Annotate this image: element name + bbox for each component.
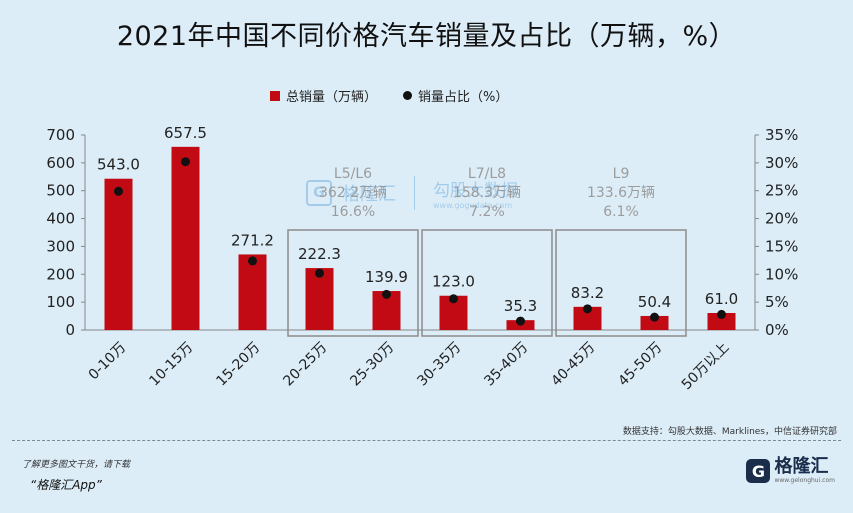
bar	[238, 254, 267, 330]
bar	[171, 146, 200, 330]
y-right-tick-label: 25%	[765, 182, 798, 200]
watermark-logo-icon: G	[306, 180, 332, 206]
legend-label-share: 销量占比（%）	[418, 90, 509, 105]
x-tick-label: 25-30万	[347, 340, 397, 390]
bar	[104, 178, 133, 330]
y-left-tick-label: 300	[46, 237, 75, 255]
bar-data-label: 123.0	[432, 273, 475, 291]
y-right-tick-label: 30%	[765, 154, 798, 172]
bar-data-label: 35.3	[504, 297, 537, 315]
y-right-tick-label: 0%	[765, 321, 789, 339]
y-right-tick-label: 5%	[765, 293, 789, 311]
legend-swatch-dot	[403, 91, 413, 100]
bar-data-label: 50.4	[638, 293, 671, 311]
group-label-line: 133.6万辆	[587, 185, 655, 201]
brand-url: www.gelonghui.com	[774, 477, 835, 484]
brand-logo-text: 格隆汇 www.gelonghui.com	[774, 458, 835, 484]
share-point	[181, 157, 190, 167]
footer-divider	[12, 440, 841, 441]
x-tick-label: 50万以上	[679, 340, 733, 394]
bar-data-label: 61.0	[705, 290, 738, 308]
y-left-tick-label: 100	[46, 293, 75, 311]
x-tick-label: 40-45万	[548, 340, 598, 390]
watermark-name: 格隆汇	[342, 184, 396, 205]
bar-data-label: 222.3	[298, 245, 341, 263]
x-tick-label: 30-35万	[414, 340, 464, 390]
share-point	[516, 316, 525, 326]
brand-logo-icon: G	[746, 459, 771, 483]
watermark-divider	[414, 176, 415, 210]
chart-legend: 总销量（万辆） 销量占比（%）	[270, 86, 508, 105]
share-point	[449, 294, 458, 304]
x-tick-label: 35-40万	[481, 340, 531, 390]
y-right-tick-label: 20%	[765, 210, 798, 228]
x-tick-label: 15-20万	[213, 340, 263, 390]
bar	[305, 268, 334, 330]
share-point	[248, 256, 257, 266]
bar	[707, 313, 736, 330]
group-label-line: L5/L6	[334, 166, 372, 182]
legend-item-sales: 总销量（万辆）	[270, 86, 377, 105]
bar-data-label: 271.2	[231, 231, 274, 249]
y-left-tick-label: 700	[46, 126, 75, 144]
promo-line-2: “格隆汇App”	[30, 478, 102, 492]
y-right-tick-label: 15%	[765, 237, 798, 255]
share-point	[650, 312, 659, 322]
promo-line-1: 了解更多图文干货，请下载	[22, 460, 131, 470]
watermark-name-2: 勾股大数据	[433, 181, 518, 201]
x-tick-label: 45-50万	[615, 340, 665, 390]
watermark-url: www.gogudata.com	[433, 201, 513, 210]
y-left-tick-label: 500	[46, 182, 75, 200]
legend-item-share: 销量占比（%）	[403, 86, 508, 105]
y-left-tick-label: 200	[46, 265, 75, 283]
share-point	[315, 268, 324, 278]
bar-data-label: 139.9	[365, 268, 408, 286]
share-point	[717, 309, 726, 319]
share-point	[114, 186, 123, 196]
group-box	[421, 229, 553, 337]
share-point	[583, 304, 592, 314]
y-left-tick-label: 400	[46, 210, 75, 228]
group-label-line: L9	[613, 166, 630, 182]
chart-svg: 0 100 200 300 400 500 600 700 0% 5% 10% 15% 20% 25% 30…	[46, 124, 798, 394]
group-label-line: L7/L8	[468, 166, 506, 182]
watermark-secondary: 勾股大数据 www.gogudata.com	[433, 176, 518, 210]
x-tick-label: 20-25万	[280, 340, 330, 390]
bar	[573, 306, 602, 330]
watermark: G 格隆汇 勾股大数据 www.gogudata.com	[306, 176, 518, 210]
bar-data-label: 657.5	[164, 124, 207, 142]
chart-title: 2021年中国不同价格汽车销量及占比（万辆，%）	[116, 21, 737, 52]
y-left-tick-label: 0	[65, 321, 75, 339]
x-tick-label: 10-15万	[146, 340, 196, 390]
group-label-line: 6.1%	[603, 204, 639, 220]
brand-name: 格隆汇	[774, 456, 829, 477]
group-label-line: 7.2%	[469, 204, 505, 220]
group-box	[287, 229, 419, 337]
brand-logo[interactable]: G 格隆汇 www.gelonghui.com	[746, 458, 835, 484]
group-label-line: 362.2万辆	[319, 185, 387, 201]
group-box	[555, 229, 687, 337]
y-right-tick-label: 35%	[765, 126, 798, 144]
y-left-tick-label: 600	[46, 154, 75, 172]
legend-swatch-bar	[270, 90, 280, 101]
bar-data-label: 543.0	[97, 156, 140, 174]
bar-data-label: 83.2	[571, 284, 604, 302]
source-note: 数据支持：勾股大数据、Marklines，中信证券研究部	[622, 427, 837, 437]
legend-label-sales: 总销量（万辆）	[286, 90, 378, 105]
y-right-tick-label: 10%	[765, 265, 798, 283]
share-point	[382, 289, 391, 299]
bar	[640, 315, 669, 330]
group-label-line: 158.3万辆	[453, 185, 521, 201]
x-tick-label: 0-10万	[86, 340, 130, 384]
group-label-line: 16.6%	[331, 204, 375, 220]
